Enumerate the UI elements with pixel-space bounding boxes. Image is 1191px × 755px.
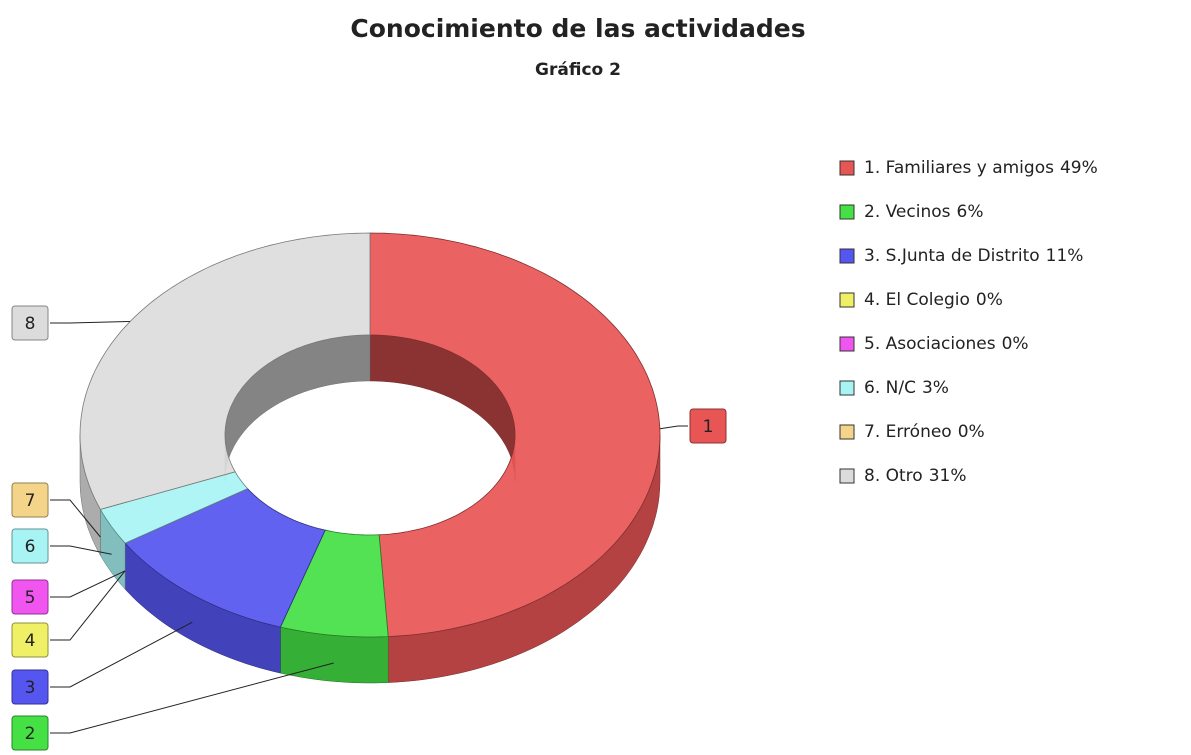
callout-box xyxy=(11,482,49,518)
callout-label: 7 xyxy=(25,491,36,511)
legend-category: 7. Erróneo xyxy=(864,422,952,442)
legend-label: 2. Vecinos 6% xyxy=(864,202,983,222)
callout-label: 6 xyxy=(25,537,36,557)
leader-line xyxy=(50,570,126,598)
leader-line xyxy=(50,499,101,538)
leader-line xyxy=(50,321,131,324)
callout-box xyxy=(11,715,49,751)
legend-label: 5. Asociaciones 0% xyxy=(864,334,1029,354)
legend-category: 2. Vecinos xyxy=(864,202,951,222)
legend-label: 4. El Colegio 0% xyxy=(864,290,1003,310)
chart-title: Conocimiento de las actividades xyxy=(350,14,805,43)
callout-box xyxy=(11,622,49,658)
legend-value: 0% xyxy=(958,422,985,442)
callout-label: 3 xyxy=(25,678,36,698)
legend-category: 5. Asociaciones xyxy=(864,334,996,354)
leader-line xyxy=(50,570,126,641)
leader-line xyxy=(50,662,334,734)
leader-line xyxy=(50,621,193,688)
callout-box xyxy=(689,408,727,444)
legend-swatch xyxy=(839,292,855,308)
callout-box xyxy=(11,579,49,615)
leader-line xyxy=(50,545,112,555)
callout-label: 4 xyxy=(25,631,36,651)
legend-label: 8. Otro 31% xyxy=(864,466,966,486)
legend-category: 1. Familiares y amigos xyxy=(864,158,1054,178)
legend-label: 6. N/C 3% xyxy=(864,378,949,398)
legend-value: 0% xyxy=(976,290,1003,310)
legend-value: 0% xyxy=(1002,334,1029,354)
legend-value: 3% xyxy=(922,378,949,398)
legend-category: 6. N/C xyxy=(864,378,916,398)
callout-box xyxy=(11,305,49,341)
chart-subtitle: Gráfico 2 xyxy=(535,60,621,80)
legend-swatch xyxy=(839,248,855,264)
callout-label: 2 xyxy=(25,724,36,744)
legend-category: 8. Otro xyxy=(864,466,923,486)
legend-value: 31% xyxy=(929,466,967,486)
callout-label: 5 xyxy=(25,588,36,608)
legend-swatch xyxy=(839,160,855,176)
legend-swatch xyxy=(839,424,855,440)
legend-label: 1. Familiares y amigos 49% xyxy=(864,158,1098,178)
legend-label: 3. S.Junta de Distrito 11% xyxy=(864,246,1083,266)
legend-value: 49% xyxy=(1060,158,1098,178)
legend-value: 6% xyxy=(957,202,984,222)
callout-label: 8 xyxy=(25,314,36,334)
legend-category: 4. El Colegio xyxy=(864,290,970,310)
slice xyxy=(79,232,371,510)
legend-label: 7. Erróneo 0% xyxy=(864,422,985,442)
legend-swatch xyxy=(839,336,855,352)
legend-swatch xyxy=(839,468,855,484)
leader-line xyxy=(659,425,688,430)
callout-label: 1 xyxy=(703,417,714,437)
legend-value: 11% xyxy=(1046,246,1084,266)
legend-swatch xyxy=(839,204,855,220)
callout-box xyxy=(11,669,49,705)
legend-swatch xyxy=(839,380,855,396)
legend-category: 3. S.Junta de Distrito xyxy=(864,246,1040,266)
callout-box xyxy=(11,528,49,564)
